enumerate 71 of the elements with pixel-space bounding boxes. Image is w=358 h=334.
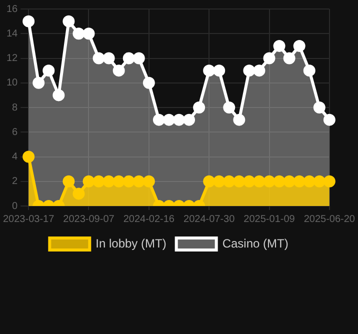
point — [183, 114, 196, 126]
point — [223, 175, 236, 188]
point — [263, 52, 276, 64]
point — [122, 52, 135, 64]
point — [233, 114, 246, 126]
x-tick-label: 2024-07-30 — [184, 214, 236, 225]
point — [323, 175, 336, 188]
point — [62, 15, 75, 28]
point — [253, 64, 266, 77]
point — [243, 175, 256, 188]
legend-label: In lobby (MT) — [96, 236, 166, 250]
y-tick-label: 2 — [12, 176, 18, 188]
point — [293, 175, 306, 188]
x-tick-label: 2023-09-07 — [63, 214, 115, 225]
point — [42, 64, 55, 77]
y-tick-label: 14 — [6, 28, 18, 40]
x-tick-label: 2024-02-16 — [123, 214, 175, 225]
point — [323, 114, 336, 126]
point — [102, 175, 115, 188]
point — [223, 102, 236, 114]
x-tick-label: 2025-06-20 — [304, 214, 356, 225]
y-tick-label: 10 — [6, 78, 18, 89]
point — [283, 175, 296, 188]
point — [233, 175, 246, 188]
point — [283, 52, 296, 64]
point — [32, 76, 45, 89]
point — [142, 76, 155, 89]
point — [293, 40, 306, 52]
point — [243, 64, 256, 77]
point — [313, 102, 326, 114]
point — [122, 175, 135, 188]
x-tick-label: 2023-03-17 — [3, 214, 55, 225]
point — [142, 175, 155, 188]
point — [82, 175, 95, 188]
point — [273, 40, 286, 52]
y-tick-label: 16 — [6, 4, 18, 15]
point — [62, 175, 75, 188]
point — [132, 52, 145, 64]
point — [303, 64, 316, 77]
point — [213, 64, 226, 77]
point — [72, 28, 85, 40]
point — [152, 114, 165, 126]
point — [132, 175, 145, 188]
point — [273, 175, 286, 188]
point — [303, 175, 316, 188]
point — [162, 114, 175, 126]
point — [92, 175, 105, 188]
point — [102, 52, 115, 64]
x-tick-label: 2025-01-09 — [244, 214, 296, 225]
point — [213, 175, 226, 188]
point — [193, 102, 206, 114]
legend-label: Casino (MT) — [222, 236, 288, 250]
point — [112, 64, 125, 77]
point — [22, 15, 35, 28]
y-tick-label: 0 — [12, 200, 18, 212]
point — [92, 52, 105, 64]
point — [313, 175, 326, 188]
point — [253, 175, 266, 188]
y-tick-label: 8 — [12, 102, 18, 114]
point — [203, 175, 216, 188]
point — [112, 175, 125, 188]
point — [72, 188, 85, 200]
point — [52, 89, 65, 102]
y-tick-label: 12 — [6, 53, 18, 64]
y-tick-label: 6 — [12, 126, 18, 138]
y-tick-label: 4 — [12, 152, 18, 162]
point — [203, 64, 216, 77]
point — [82, 28, 95, 40]
point — [263, 175, 276, 188]
point — [173, 114, 185, 126]
point — [22, 150, 35, 163]
